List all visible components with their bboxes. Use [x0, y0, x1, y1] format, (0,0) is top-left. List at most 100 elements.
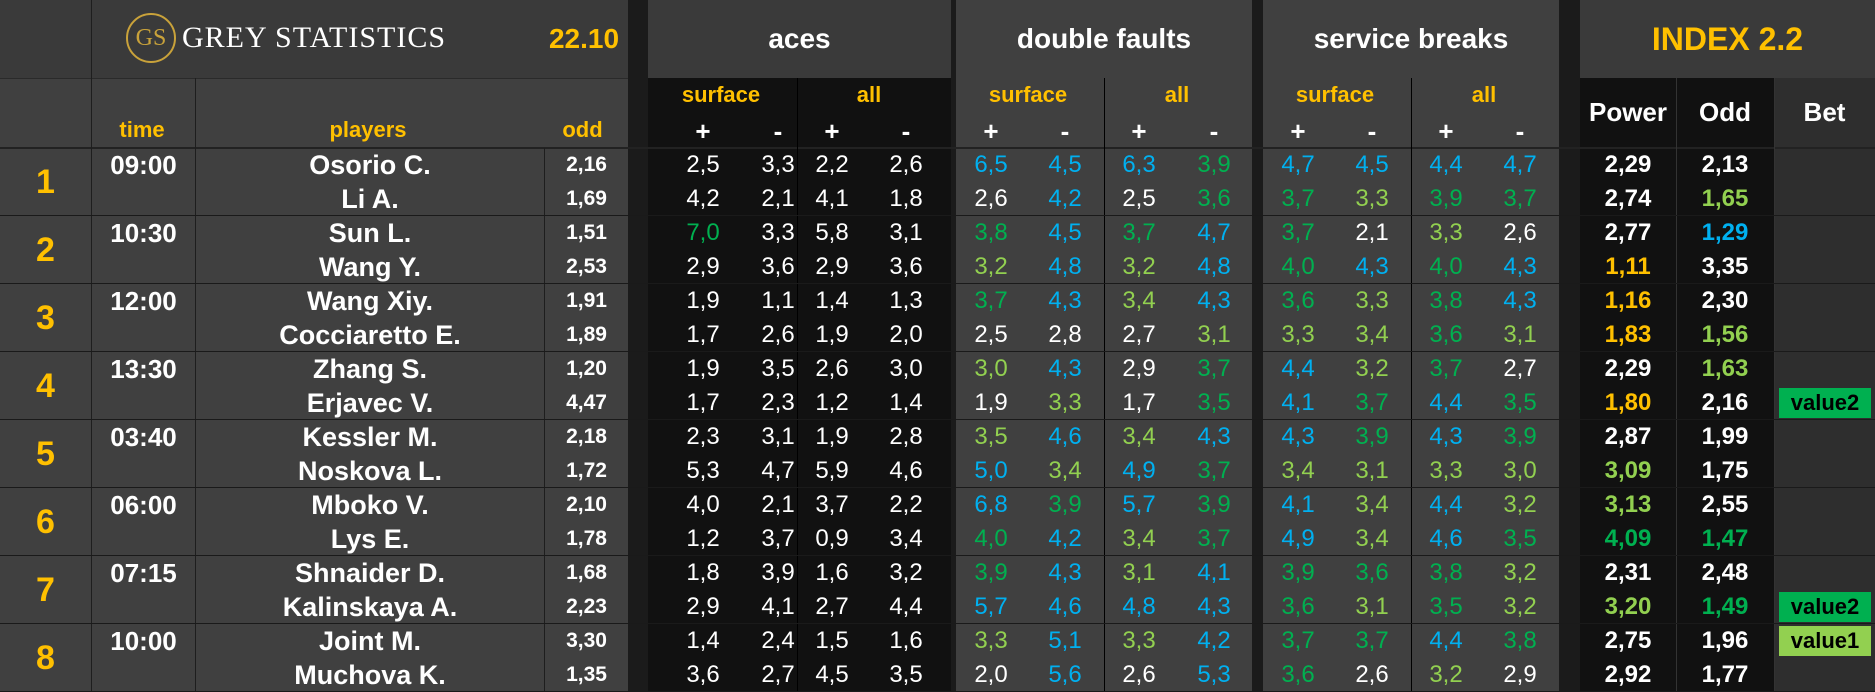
match-divider: [0, 623, 1875, 624]
grid-line: [1676, 78, 1677, 692]
stat-value: 4,8: [1197, 253, 1231, 280]
player-odd: 2,16: [566, 153, 607, 176]
header-divider: [0, 78, 628, 79]
stat-value: 4,5: [1048, 219, 1082, 246]
stat-value: 1,6: [815, 559, 849, 586]
match-divider: [0, 487, 1875, 488]
stat-value: 4,7: [1197, 219, 1231, 246]
stat-value: 4,5: [1048, 151, 1082, 178]
match-time: 10:00: [110, 625, 177, 656]
stat-value: 4,7: [1281, 151, 1315, 178]
stat-value: 4,8: [1048, 253, 1082, 280]
power-value: 2,87: [1604, 423, 1652, 450]
stat-value: 1,9: [686, 287, 720, 314]
player-name: Shnaider D.: [294, 557, 446, 588]
minus-header: -: [773, 115, 783, 146]
power-value: 1,83: [1604, 321, 1652, 348]
stat-value: 5,7: [1122, 491, 1156, 518]
separator: [951, 0, 956, 692]
power-value: 3,20: [1604, 593, 1652, 620]
stat-value: 4,4: [1429, 627, 1463, 654]
stat-value: 3,5: [974, 423, 1008, 450]
players-header: players: [329, 117, 407, 142]
stat-value: 2,3: [686, 423, 720, 450]
match-divider: [0, 215, 1875, 216]
stat-value: 3,7: [1197, 525, 1231, 552]
stat-value: 3,0: [1503, 457, 1537, 484]
player-name: Zhang S.: [313, 353, 427, 384]
stat-value: 3,9: [1048, 491, 1082, 518]
plus-header: +: [1290, 115, 1306, 146]
match-time: 12:00: [110, 285, 177, 316]
separator: [628, 0, 648, 692]
stat-value: 4,4: [1429, 491, 1463, 518]
stat-value: 1,2: [815, 389, 849, 416]
index-odd-value: 2,48: [1701, 559, 1749, 586]
player-odd: 1,35: [566, 663, 607, 686]
stat-value: 3,4: [1122, 287, 1156, 314]
stat-value: 4,5: [815, 661, 849, 688]
player-odd: 1,78: [566, 527, 607, 550]
stat-value: 0,9: [815, 525, 849, 552]
player-name: Wang Y.: [318, 251, 421, 282]
stat-value: 4,3: [1197, 593, 1231, 620]
aces-header: aces: [768, 23, 831, 54]
match-number: 2: [36, 230, 55, 269]
stat-value: 3,9: [1197, 151, 1231, 178]
index-odd-value: 2,13: [1701, 151, 1749, 178]
stat-value: 3,3: [1355, 287, 1389, 314]
stat-value: 2,7: [761, 661, 795, 688]
power-value: 3,09: [1604, 457, 1652, 484]
stat-value: 2,6: [1355, 661, 1389, 688]
grid-line: [1104, 78, 1105, 692]
player-odd: 1,72: [566, 459, 607, 482]
player-name: Kessler M.: [302, 421, 438, 452]
power-value: 1,11: [1605, 253, 1651, 280]
player-name: Osorio C.: [309, 149, 431, 180]
stat-value: 2,7: [1122, 321, 1156, 348]
stat-value: 3,9: [1281, 559, 1315, 586]
header-top-left: [0, 0, 628, 78]
stat-value: 4,0: [1281, 253, 1315, 280]
stat-value: 1,5: [815, 627, 849, 654]
stat-value: 3,2: [1355, 355, 1389, 382]
stat-value: 2,3: [761, 389, 795, 416]
stat-value: 3,7: [974, 287, 1008, 314]
power-value: 2,29: [1604, 355, 1652, 382]
stat-value: 3,6: [889, 253, 923, 280]
stat-value: 3,4: [889, 525, 923, 552]
stat-value: 1,4: [686, 627, 720, 654]
index-odd-value: 1,75: [1701, 457, 1749, 484]
stat-value: 3,7: [1197, 457, 1231, 484]
stat-value: 3,9: [974, 559, 1008, 586]
stat-value: 3,4: [1281, 457, 1315, 484]
power-value: 4,09: [1604, 525, 1652, 552]
index-odd-value: 3,35: [1701, 253, 1749, 280]
power-value: 2,75: [1604, 627, 1652, 654]
player-name: Wang Xiy.: [306, 285, 433, 316]
stat-value: 2,8: [1048, 321, 1082, 348]
stat-value: 4,4: [889, 593, 923, 620]
player-odd: 1,89: [566, 323, 607, 346]
stat-value: 3,0: [889, 355, 923, 382]
stat-value: 4,3: [1355, 253, 1389, 280]
stat-value: 3,7: [1281, 627, 1315, 654]
player-odd: 1,69: [566, 187, 607, 210]
stat-value: 1,9: [974, 389, 1008, 416]
stat-value: 4,0: [974, 525, 1008, 552]
stat-value: 4,2: [1197, 627, 1231, 654]
power-value: 1,16: [1604, 287, 1652, 314]
stat-value: 4,0: [1429, 253, 1463, 280]
stat-value: 3,4: [1122, 525, 1156, 552]
stat-value: 2,5: [1122, 185, 1156, 212]
stat-value: 2,0: [974, 661, 1008, 688]
subgroup-header-surface: surface: [1295, 82, 1375, 107]
grid-line: [1411, 78, 1412, 692]
stat-value: 3,6: [1281, 661, 1315, 688]
stat-value: 3,1: [1197, 321, 1231, 348]
stat-value: 4,3: [1048, 355, 1082, 382]
stat-value: 3,0: [974, 355, 1008, 382]
stat-value: 3,4: [1355, 525, 1389, 552]
stat-value: 4,7: [761, 457, 795, 484]
stat-value: 3,7: [1355, 627, 1389, 654]
